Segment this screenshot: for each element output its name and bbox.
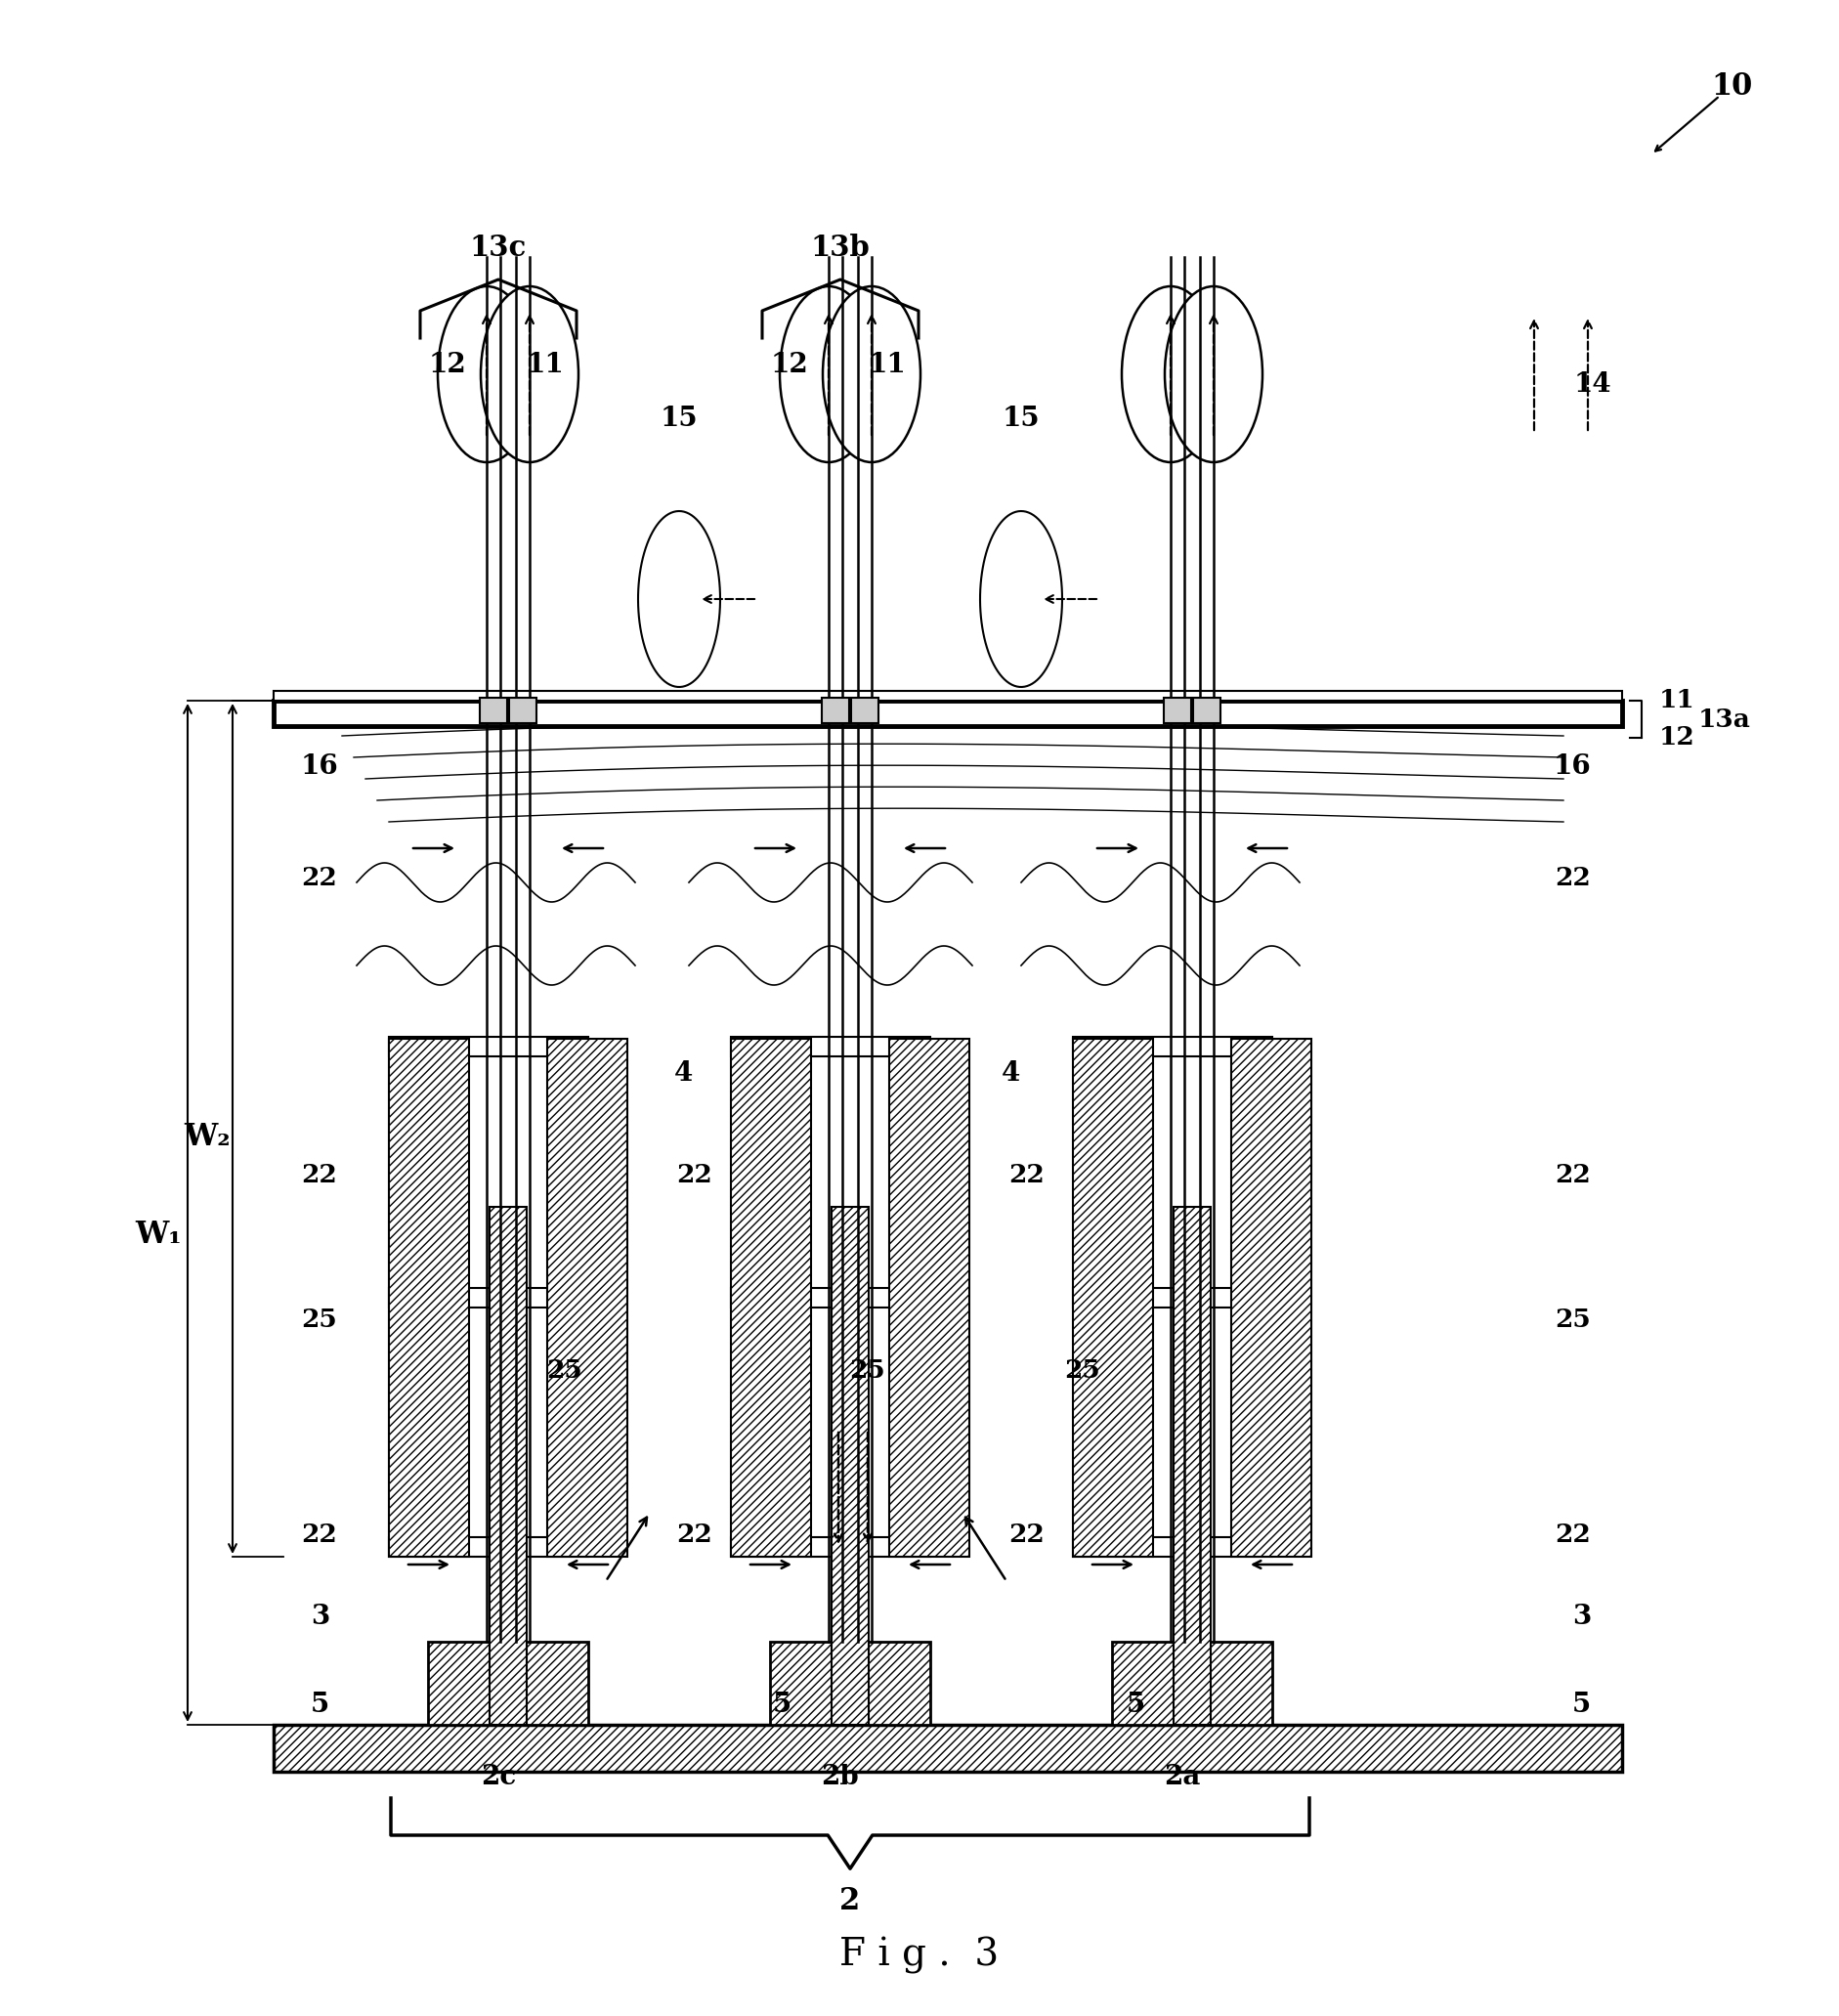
Text: 2a: 2a	[1164, 1764, 1201, 1790]
Text: 25: 25	[546, 1359, 583, 1383]
Bar	[1072, 1038, 1153, 1556]
Text: W₁: W₁	[134, 1220, 182, 1250]
Text: 2: 2	[839, 1887, 861, 1917]
Bar	[831, 1208, 868, 1726]
Bar	[769, 1641, 931, 1726]
Text: 22: 22	[1554, 1522, 1591, 1548]
Text: 11: 11	[1659, 687, 1694, 714]
Bar	[480, 698, 508, 724]
Ellipse shape	[1122, 286, 1219, 462]
Bar	[730, 1536, 931, 1556]
Ellipse shape	[438, 286, 535, 462]
Bar	[388, 1036, 588, 1056]
Bar	[388, 1288, 588, 1308]
Text: 13c: 13c	[469, 234, 526, 262]
Text: W₂: W₂	[184, 1121, 230, 1151]
Bar	[546, 1038, 627, 1556]
Text: 22: 22	[302, 1163, 337, 1187]
Text: 25: 25	[850, 1359, 885, 1383]
Bar	[274, 702, 1622, 726]
Polygon shape	[638, 512, 719, 687]
Bar	[1164, 698, 1190, 724]
Text: 13a: 13a	[1697, 708, 1751, 732]
Text: 22: 22	[1008, 1163, 1045, 1187]
Text: 11: 11	[526, 351, 565, 377]
Text: 22: 22	[675, 1522, 712, 1548]
Text: 11: 11	[868, 351, 905, 377]
Text: 12: 12	[428, 351, 467, 377]
Text: 2b: 2b	[820, 1764, 859, 1790]
Bar	[1111, 1641, 1271, 1726]
Text: 5: 5	[1125, 1691, 1144, 1718]
Bar	[822, 698, 848, 724]
Ellipse shape	[780, 286, 877, 462]
Text: 2c: 2c	[480, 1764, 515, 1790]
Text: 4: 4	[1002, 1060, 1021, 1087]
Text: 10: 10	[1710, 71, 1751, 101]
Text: 22: 22	[1554, 865, 1591, 889]
Text: 22: 22	[302, 865, 337, 889]
Bar	[851, 698, 877, 724]
Text: 5: 5	[772, 1691, 791, 1718]
Text: 3: 3	[1571, 1605, 1591, 1631]
Bar	[1230, 1038, 1311, 1556]
Text: 15: 15	[1002, 405, 1039, 431]
Text: 22: 22	[302, 1522, 337, 1548]
Bar	[1192, 698, 1219, 724]
Bar	[730, 1038, 811, 1556]
Text: 12: 12	[1659, 726, 1694, 750]
Text: 16: 16	[302, 754, 338, 780]
Text: 15: 15	[660, 405, 697, 431]
Bar	[388, 1038, 469, 1556]
Text: 3: 3	[311, 1605, 329, 1631]
Text: 25: 25	[302, 1308, 337, 1333]
Text: 12: 12	[771, 351, 807, 377]
Text: 13b: 13b	[811, 234, 870, 262]
Text: 25: 25	[1554, 1308, 1591, 1333]
Bar	[1072, 1288, 1271, 1308]
Text: 22: 22	[1554, 1163, 1591, 1187]
Text: 22: 22	[1008, 1522, 1045, 1548]
Bar	[274, 1726, 1622, 1772]
Text: 16: 16	[1552, 754, 1591, 780]
Bar	[888, 1038, 969, 1556]
Text: 22: 22	[675, 1163, 712, 1187]
Text: F i g .  3: F i g . 3	[839, 1937, 999, 1974]
Bar	[1173, 1208, 1210, 1726]
Bar	[1072, 1536, 1271, 1556]
Text: 5: 5	[1571, 1691, 1591, 1718]
Bar	[509, 698, 537, 724]
Bar	[388, 1536, 588, 1556]
Text: 4: 4	[675, 1060, 693, 1087]
Ellipse shape	[480, 286, 577, 462]
Bar	[274, 691, 1622, 702]
Text: 5: 5	[311, 1691, 329, 1718]
Bar	[730, 1288, 931, 1308]
Text: 14: 14	[1572, 371, 1611, 397]
Text: 25: 25	[1065, 1359, 1100, 1383]
Bar	[730, 1036, 931, 1056]
Polygon shape	[980, 512, 1061, 687]
Ellipse shape	[1164, 286, 1262, 462]
Ellipse shape	[822, 286, 920, 462]
Bar	[428, 1641, 588, 1726]
Bar	[489, 1208, 526, 1726]
Bar	[1072, 1036, 1271, 1056]
